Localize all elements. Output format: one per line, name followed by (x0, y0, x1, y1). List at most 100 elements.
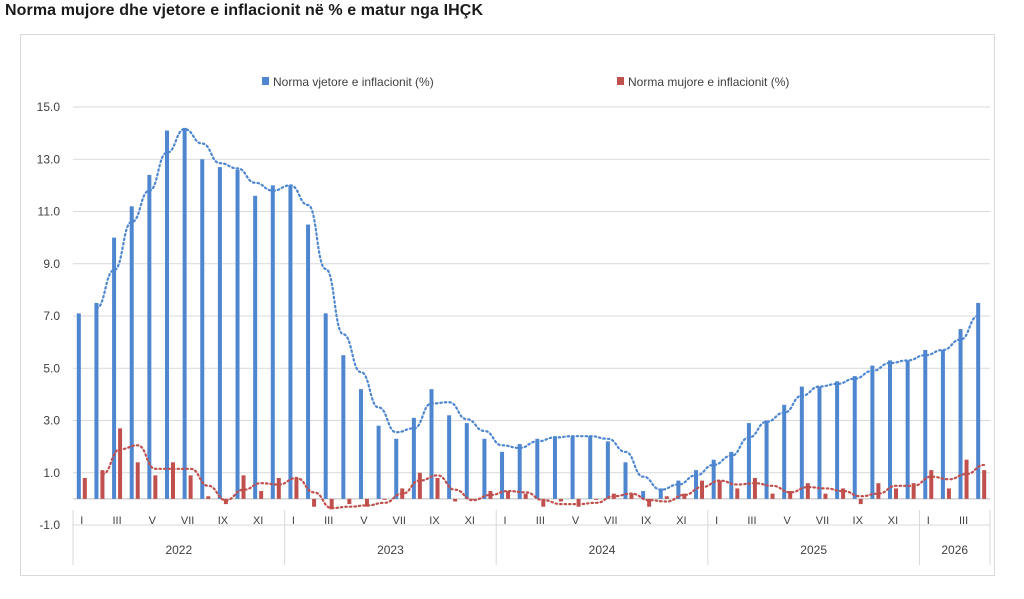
bar-annual (235, 169, 240, 499)
y-tick-label: -1.0 (39, 518, 60, 532)
x-tick-label: IX (853, 515, 864, 527)
bar-monthly (223, 498, 228, 505)
bar-monthly (453, 498, 458, 502)
bar-annual (694, 470, 699, 499)
bar-annual (852, 376, 857, 499)
bar-annual (411, 417, 416, 499)
x-tick-label: V (572, 515, 580, 527)
bar-monthly (417, 472, 422, 499)
bar-monthly (523, 493, 528, 499)
bar-monthly (946, 488, 951, 499)
bar-annual (764, 420, 769, 499)
bar-monthly (364, 498, 369, 507)
bar-annual (623, 462, 628, 499)
bar-annual (746, 423, 751, 499)
legend-label-annual: Norma vjetore e inflacionit (%) (273, 75, 434, 89)
bar-monthly (788, 491, 793, 499)
year-label: 2024 (589, 543, 616, 557)
bar-annual (447, 415, 452, 499)
x-tick-label: IX (429, 515, 440, 527)
bar-annual (588, 436, 593, 499)
x-tick-label: I (715, 515, 718, 527)
bar-annual (570, 436, 575, 499)
x-tick-label: I (504, 515, 507, 527)
bar-annual (76, 313, 81, 499)
bar-monthly (188, 475, 193, 499)
year-label: 2023 (377, 543, 404, 557)
bar-annual (605, 441, 610, 499)
bar-monthly (276, 477, 281, 499)
bar-monthly (894, 488, 899, 499)
trendline-monthly (101, 444, 986, 510)
bar-annual (323, 313, 328, 499)
bar-annual (905, 360, 910, 499)
bar-monthly (82, 477, 87, 499)
bar-monthly (911, 483, 916, 499)
bar-annual (517, 444, 522, 499)
bar-monthly (558, 498, 563, 502)
x-tick-label: XI (888, 515, 898, 527)
bar-monthly (382, 498, 387, 500)
bar-monthly (347, 498, 352, 505)
x-tick-label: III (747, 515, 756, 527)
x-tick-label: XI (253, 515, 263, 527)
bar-annual (782, 404, 787, 499)
bar-annual (253, 195, 258, 499)
bar-monthly (241, 475, 246, 499)
y-tick-label: 5.0 (43, 361, 60, 375)
bar-annual (270, 185, 275, 499)
bar-monthly (982, 470, 987, 499)
bar-monthly (294, 477, 299, 499)
bar-monthly (682, 493, 687, 499)
bar-annual (817, 386, 822, 499)
year-label: 2022 (165, 543, 192, 557)
bar-annual (958, 329, 963, 499)
bar-monthly (664, 496, 669, 499)
bar-annual (799, 386, 804, 499)
bar-monthly (576, 498, 581, 507)
bar-monthly (259, 491, 264, 499)
bar-annual (358, 389, 363, 499)
bar-annual (835, 381, 840, 499)
bar-annual (676, 480, 681, 499)
bar-annual (217, 167, 222, 499)
bar-annual (535, 438, 540, 499)
bar-monthly (700, 480, 705, 499)
x-tick-label: V (360, 515, 368, 527)
bar-monthly (153, 475, 158, 499)
bar-annual (870, 365, 875, 499)
bar-monthly (929, 470, 934, 499)
bar-monthly (206, 496, 211, 499)
x-tick-label: VII (604, 515, 617, 527)
bar-monthly (823, 493, 828, 499)
bar-annual (94, 302, 99, 499)
x-tick-label: III (536, 515, 545, 527)
y-tick-label: 9.0 (43, 257, 60, 271)
bar-annual (888, 360, 893, 499)
bar-monthly (770, 493, 775, 499)
y-tick-label: 13.0 (37, 152, 61, 166)
bar-annual (341, 355, 346, 499)
bar-monthly (876, 483, 881, 499)
bar-annual (306, 224, 311, 499)
x-tick-label: III (959, 515, 968, 527)
x-tick-label: XI (465, 515, 475, 527)
x-tick-label: XI (676, 515, 686, 527)
x-tick-label: III (113, 515, 122, 527)
x-tick-label: V (149, 515, 157, 527)
bar-annual (429, 389, 434, 499)
x-tick-label: IX (641, 515, 652, 527)
bar-monthly (647, 498, 652, 507)
legend-swatch-monthly (617, 77, 624, 85)
bar-annual (923, 349, 928, 499)
x-tick-label: VII (393, 515, 406, 527)
bar-monthly (735, 488, 740, 499)
year-label: 2025 (800, 543, 827, 557)
bar-monthly (170, 462, 175, 499)
bar-monthly (329, 498, 334, 510)
bar-annual (482, 438, 487, 499)
bar-annual (200, 159, 205, 499)
bar-monthly (135, 462, 140, 499)
bar-monthly (629, 493, 634, 499)
